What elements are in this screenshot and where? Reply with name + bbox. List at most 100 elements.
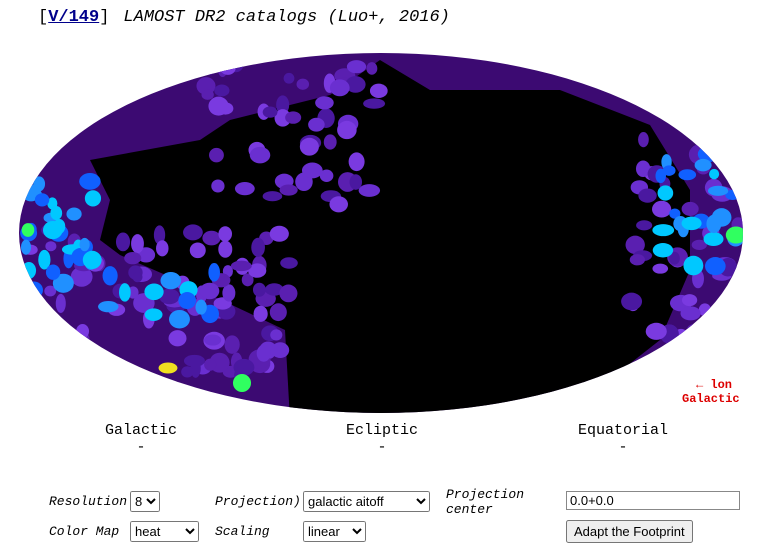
adapt-button[interactable]: Adapt the Footprint [566,520,693,543]
density-blob [629,254,645,266]
frame-label: Galactic [682,392,740,406]
density-blob [662,165,676,176]
density-blob [119,283,131,302]
density-blob [723,146,743,159]
density-blob [369,83,388,98]
density-blob [21,223,35,237]
density-blob [98,300,119,313]
density-blob [204,358,217,371]
density-blob [706,214,722,234]
density-blob [153,225,166,245]
density-blob [34,193,50,207]
coord-label: Galactic [104,422,177,439]
density-blob [21,262,37,279]
density-blob [285,111,302,124]
coord-equatorial: Equatorial - [523,422,723,456]
density-blob [124,251,142,265]
density-blob [137,247,156,263]
density-blob [249,146,271,164]
density-blob [181,366,194,378]
resolution-label: Resolution [49,494,128,509]
density-blob [214,84,230,97]
density-blob [183,224,203,241]
density-blob [131,234,144,254]
density-blob [102,266,118,286]
density-blob [363,98,386,109]
density-blob [222,284,236,302]
bracket: ] [99,8,110,27]
density-blob [636,220,653,231]
density-blob [681,201,699,216]
density-blob [53,327,75,339]
projection-select[interactable]: galactic aitoff [303,491,430,512]
density-blob [678,169,697,181]
density-blob [711,115,733,134]
density-blob [232,373,252,393]
density-blob [645,322,667,340]
density-blob [211,179,225,193]
density-blob [178,292,197,310]
density-blob [183,354,205,367]
coord-value: - [136,439,146,456]
density-blob [70,366,88,384]
density-blob [224,335,240,354]
density-blob [208,96,229,116]
density-blob [84,190,102,207]
coord-value: - [618,439,628,456]
density-blob [625,235,645,255]
density-blob [265,283,284,296]
density-blob [169,309,190,329]
density-blob [279,284,298,303]
color-map-label: Color Map [49,524,120,539]
density-blob [329,196,348,213]
density-blob [695,120,715,140]
density-blob [44,285,57,297]
density-blob [346,60,367,74]
header: [V/149] LAMOST DR2 catalogs (Luo+, 2016) [38,8,450,27]
density-blob [220,61,236,75]
density-blob [234,182,255,196]
resolution-select[interactable]: 8 [130,491,160,512]
density-blob [299,137,319,156]
density-blob [45,241,57,252]
density-blob [66,207,82,221]
density-blob [681,294,698,307]
density-blob [652,263,669,274]
density-blob [723,148,737,164]
density-blob [683,255,704,276]
map-density [20,56,743,413]
scaling-select[interactable]: linear [303,521,366,542]
density-blob [204,334,222,346]
density-blob [196,77,216,95]
density-blob [296,78,310,90]
density-blob [669,208,681,219]
density-blob [55,293,66,313]
density-blob [160,271,182,290]
density-blob [279,184,298,196]
density-blob [280,257,298,269]
density-blob [38,249,51,270]
density-blob [698,303,711,317]
density-blob [269,225,289,242]
scaling-label: Scaling [215,524,270,539]
density-blob [230,260,252,272]
density-blob [652,243,674,258]
density-blob [687,324,701,335]
density-blob [76,323,90,339]
density-blob [34,336,53,354]
density-blob [652,200,672,218]
density-blob [218,240,233,258]
projection-center-input[interactable] [566,491,740,510]
density-blob [329,79,350,97]
density-blob [652,224,675,237]
catalog-link[interactable]: V/149 [48,8,100,27]
density-blob [50,206,63,221]
density-blob [345,76,366,93]
density-blob [70,266,93,287]
density-blob [728,130,741,142]
density-blob [638,132,649,148]
density-blob [209,147,224,163]
density-blob [348,152,365,172]
color-map-select[interactable]: heat [130,521,199,542]
density-blob [274,109,291,127]
